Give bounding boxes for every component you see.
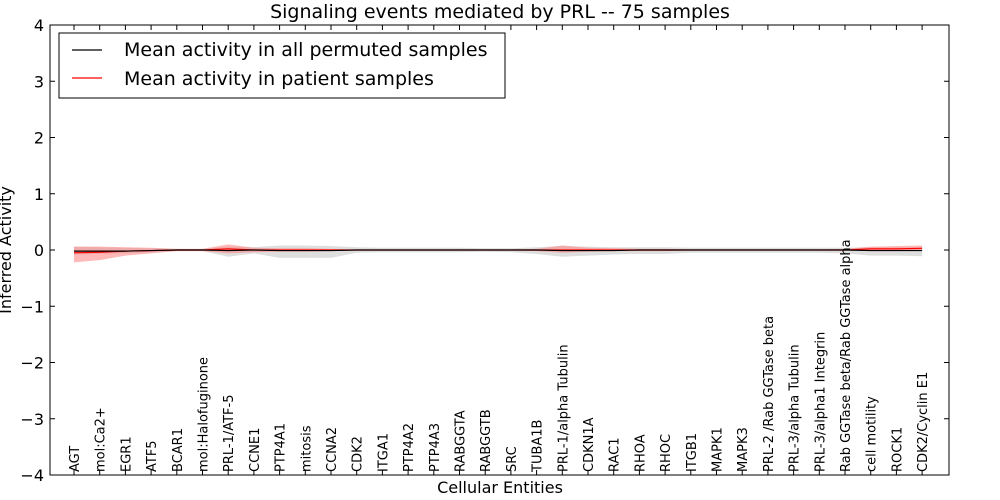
legend-label-patient: Mean activity in patient samples (124, 68, 434, 90)
x-tick-label: MAPK1 (711, 427, 726, 472)
x-axis: AGT mol:Ca2+ EGR1 ATF5 BCAR1 mol:Halofuginone… (68, 25, 931, 475)
x-tick-label: ATF5 (145, 440, 160, 472)
line-permuted (74, 249, 923, 252)
x-tick-label: PRL-3/alpha1 Integrin (813, 332, 828, 472)
y-tick-label: 3 (34, 72, 44, 91)
x-tick-label: ROCK1 (890, 427, 905, 472)
x-tick-label: RABGGTA (454, 410, 469, 472)
y-tick-label: −2 (20, 354, 44, 373)
x-tick-label: AGT (68, 446, 83, 472)
x-tick-label: PTP4A2 (402, 423, 417, 472)
x-tick-label: ITGB1 (685, 433, 700, 472)
x-tick-label: SRC (505, 446, 520, 472)
y-tick-label: 1 (34, 185, 44, 204)
x-tick-label: mol:Halofuginone (197, 357, 212, 472)
y-tick-label: −4 (20, 466, 44, 485)
x-tick-label: PTP4A3 (428, 423, 443, 472)
x-tick-label: RHOA (633, 434, 648, 472)
x-tick-label: PRL-1/alpha Tubulin (556, 344, 571, 472)
y-tick-label: 4 (34, 16, 44, 35)
x-tick-label: mol:Ca2+ (94, 407, 109, 472)
x-tick-label: mitosis (299, 425, 314, 472)
x-tick-label: PRL-1/ATF-5 (222, 395, 237, 473)
x-tick-label: RABGGTB (479, 409, 494, 472)
x-tick-label: TUBA1B (531, 420, 546, 473)
x-tick-label: CDK2/Cyclin E1 (916, 372, 931, 472)
x-tick-label: EGR1 (119, 436, 134, 472)
x-tick-label: CCNA2 (325, 427, 340, 472)
y-axis-label: Inferred Activity (0, 186, 15, 314)
y-axis: −4 −3 −2 −1 0 1 2 3 4 (20, 16, 949, 485)
x-tick-label: Rab GGTase beta/Rab GGTase alpha (839, 239, 854, 472)
x-tick-label: PTP4A1 (274, 423, 289, 472)
x-tick-label: CCNE1 (248, 428, 263, 472)
x-tick-label: ITGA1 (376, 433, 391, 472)
x-tick-label: CDK2 (351, 436, 366, 472)
y-tick-label: 0 (34, 241, 44, 260)
legend-label-permuted: Mean activity in all permuted samples (124, 39, 487, 61)
y-tick-label: −1 (20, 297, 44, 316)
legend: Mean activity in all permuted samples Me… (58, 32, 506, 99)
x-axis-label: Cellular Entities (437, 478, 563, 497)
confidence-bands (74, 244, 923, 263)
x-tick-label: BCAR1 (171, 428, 186, 472)
band-permuted (74, 245, 923, 258)
series-lines (73, 247, 923, 254)
y-tick-label: 2 (34, 129, 44, 148)
x-tick-label: PRL-3/alpha Tubulin (788, 344, 803, 472)
x-tick-label: cell motility (865, 396, 880, 472)
x-tick-label: CDKN1A (582, 417, 597, 472)
chart-title: Signaling events mediated by PRL -- 75 s… (270, 1, 730, 23)
x-tick-label: MAPK3 (736, 427, 751, 472)
x-tick-label: RAC1 (608, 437, 623, 472)
x-tick-label: PRL-2 /Rab GGTase beta (762, 316, 777, 472)
x-tick-label: RHOC (659, 434, 674, 472)
legend-box (58, 32, 506, 99)
y-tick-label: −3 (20, 410, 44, 429)
band-patient (74, 244, 923, 263)
